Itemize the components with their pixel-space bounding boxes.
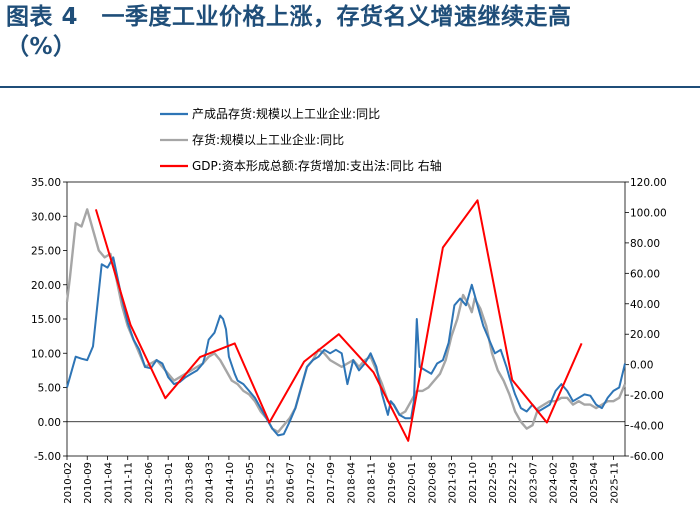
x-tick-label: 2024-09	[569, 462, 580, 504]
x-tick-label: 2015-05	[245, 462, 256, 504]
legend-item-inventory-label: 存货:规模以上工业企业:同比	[192, 132, 344, 147]
x-tick-label: 2014-03	[205, 462, 216, 504]
x-tick-label: 2022-12	[508, 462, 519, 504]
x-tick-label: 2021-10	[468, 462, 479, 504]
left-tick-label: 10.00	[31, 348, 61, 360]
x-tick-label: 2020-01	[407, 462, 418, 504]
right-tick-label: 80.00	[630, 238, 660, 250]
left-tick-label: 20.00	[31, 280, 61, 292]
x-tick-label: 2016-07	[286, 462, 297, 504]
right-tick-label: -40.00	[630, 421, 664, 433]
left-tick-label: 35.00	[31, 177, 61, 189]
x-tick-label: 2015-12	[265, 462, 276, 504]
x-tick-label: 2020-08	[427, 462, 438, 504]
x-tick-label: 2025-04	[589, 462, 600, 504]
x-tick-label: 2012-06	[144, 462, 155, 504]
x-tick-label: 2025-11	[609, 462, 620, 504]
right-tick-label: 0.00	[630, 360, 653, 372]
x-tick-label: 2018-11	[367, 462, 378, 504]
right-tick-label: 60.00	[630, 268, 660, 280]
left-tick-label: 30.00	[31, 211, 61, 223]
chart-title: 图表 4 一季度工业价格上涨，存货名义增速继续走高 （%）	[6, 2, 696, 62]
x-tick-label: 2023-07	[528, 462, 539, 504]
left-tick-label: 0.00	[38, 417, 61, 429]
right-tick-label: 40.00	[630, 299, 660, 311]
x-tick-label: 2018-04	[346, 462, 357, 504]
x-tick-label: 2013-08	[184, 462, 195, 504]
x-tick-label: 2022-05	[488, 462, 499, 504]
x-tick-label: 2011-11	[124, 462, 135, 504]
left-tick-label: 5.00	[38, 383, 61, 395]
x-tick-label: 2024-02	[549, 462, 560, 504]
left-tick-label: 25.00	[31, 246, 61, 258]
title-line-1: 图表 4 一季度工业价格上涨，存货名义增速继续走高	[6, 4, 572, 30]
title-rule	[0, 86, 700, 88]
x-tick-label: 2017-09	[326, 462, 337, 504]
series-line-gdp-inventory	[94, 199, 583, 442]
x-tick-label: 2010-02	[63, 462, 74, 504]
series-line-finished-goods	[66, 256, 626, 437]
x-tick-label: 2013-01	[164, 462, 175, 504]
x-tick-label: 2014-10	[225, 462, 236, 504]
x-tick-label: 2019-06	[387, 462, 398, 504]
x-tick-label: 2010-09	[83, 462, 94, 504]
right-tick-label: 100.00	[630, 207, 667, 219]
x-tick-label: 2017-02	[306, 462, 317, 504]
x-tick-label: 2021-03	[448, 462, 459, 504]
right-tick-label: 20.00	[630, 329, 660, 341]
legend-item-gdp-label: GDP:资本形成总额:存货增加:支出法:同比 右轴	[192, 158, 442, 173]
right-tick-label: -20.00	[630, 390, 664, 402]
series-line-inventory	[65, 208, 627, 434]
left-tick-label: -5.00	[34, 451, 61, 463]
legend-item-finished-goods-label: 产成品存货:规模以上工业企业:同比	[192, 106, 380, 121]
x-tick-label: 2011-04	[103, 462, 114, 504]
left-tick-label: 15.00	[31, 314, 61, 326]
right-tick-label: -60.00	[630, 451, 664, 463]
title-line-2: （%）	[6, 34, 77, 60]
right-tick-label: 120.00	[630, 177, 667, 189]
